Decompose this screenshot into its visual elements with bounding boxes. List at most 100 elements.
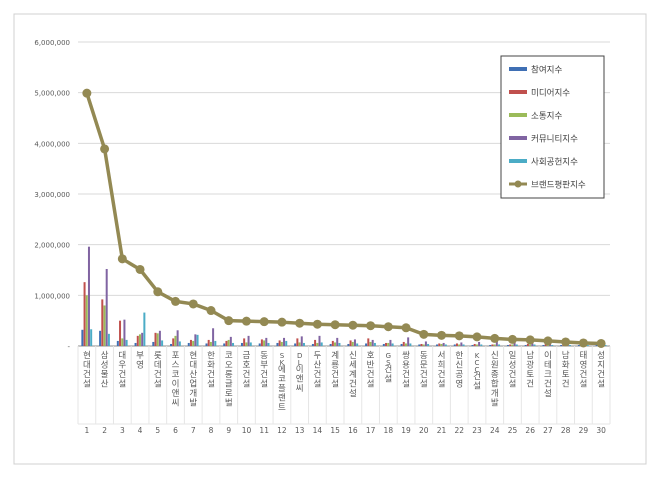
svg-text:건: 건 — [243, 369, 251, 380]
brand-index-point — [259, 317, 269, 327]
brand-index-point — [348, 320, 358, 330]
bar-4 — [283, 337, 286, 346]
bar-2 — [491, 344, 494, 346]
svg-text:D: D — [297, 352, 302, 360]
y-tick-label: 5,000,000 — [34, 90, 70, 98]
bar-5 — [444, 344, 447, 346]
bar-2 — [278, 340, 281, 346]
legend-swatch-marker — [514, 180, 522, 188]
brand-index-point — [578, 338, 588, 348]
svg-text:한: 한 — [207, 351, 215, 361]
bar-3 — [458, 344, 461, 346]
bar-5 — [480, 344, 483, 346]
svg-text:남: 남 — [526, 351, 534, 361]
svg-text:물: 물 — [101, 370, 109, 380]
bar-4 — [336, 337, 339, 346]
bar-5 — [161, 340, 164, 346]
y-tick-label: - — [67, 343, 70, 351]
svg-text:용: 용 — [402, 361, 410, 371]
bar-3 — [121, 338, 124, 346]
bar-3 — [209, 341, 212, 346]
bar-2 — [83, 282, 86, 346]
bar-1 — [205, 343, 208, 346]
bar-1 — [347, 343, 350, 346]
bar-4 — [442, 342, 445, 346]
svg-text:이: 이 — [544, 350, 552, 361]
svg-text:설: 설 — [597, 379, 605, 390]
bar-2 — [544, 344, 547, 346]
bar-4 — [247, 335, 250, 346]
x-rank-label: 26 — [525, 426, 535, 435]
svg-text:이: 이 — [296, 364, 304, 375]
x-rank-label: 8 — [209, 426, 214, 435]
x-rank-label: 3 — [120, 426, 125, 435]
bar-2 — [172, 338, 175, 346]
svg-text:발: 발 — [491, 398, 499, 409]
bar-5 — [107, 333, 110, 346]
svg-text:설: 설 — [473, 381, 481, 392]
bar-1 — [81, 329, 84, 346]
bar-5 — [196, 334, 199, 346]
svg-text:씨: 씨 — [296, 384, 304, 394]
bar-3 — [422, 344, 425, 346]
brand-index-point — [277, 317, 287, 327]
y-axis: 6,000,000 5,000,000 4,000,000 3,000,000 2,00… — [34, 39, 70, 351]
svg-text:건: 건 — [402, 369, 410, 380]
bar-3 — [529, 344, 532, 346]
brand-index-point — [401, 323, 411, 333]
svg-text:롱: 롱 — [225, 370, 233, 380]
svg-text:설: 설 — [207, 379, 215, 390]
bar-5 — [533, 344, 536, 346]
bar-4 — [495, 340, 498, 346]
x-rank-label: 24 — [490, 426, 500, 435]
x-rank-label: 7 — [191, 426, 196, 435]
svg-text:영: 영 — [579, 360, 587, 371]
bar-1 — [365, 343, 368, 346]
bar-4 — [300, 336, 303, 346]
legend-swatch — [509, 90, 527, 94]
bar-2 — [331, 340, 334, 346]
bar-5 — [373, 342, 376, 346]
x-rank-label: 20 — [419, 426, 429, 435]
bar-1 — [134, 342, 137, 346]
svg-text:쌍: 쌍 — [402, 350, 410, 361]
svg-text:원: 원 — [491, 361, 499, 371]
bar-5 — [515, 344, 518, 346]
svg-text:화: 화 — [207, 361, 215, 371]
bar-2 — [260, 339, 263, 346]
bar-3 — [316, 342, 319, 346]
svg-text:부: 부 — [260, 361, 268, 371]
brand-index-point — [383, 322, 393, 332]
bar-4 — [424, 341, 427, 346]
svg-text:화: 화 — [562, 361, 570, 371]
bar-4 — [176, 330, 179, 346]
svg-text:건: 건 — [562, 379, 570, 390]
brand-index-point — [117, 254, 127, 264]
bar-4 — [460, 342, 463, 346]
bar-1 — [577, 344, 580, 346]
brand-index-point — [188, 299, 198, 309]
legend-label: 참여지수 — [531, 65, 562, 76]
svg-text:태: 태 — [579, 351, 587, 361]
bar-2 — [402, 341, 405, 346]
bar-5 — [320, 342, 323, 346]
svg-text:설: 설 — [544, 388, 552, 399]
svg-text:서: 서 — [438, 351, 446, 361]
svg-text:포: 포 — [172, 351, 180, 361]
bar-1 — [595, 344, 598, 346]
brand-index-point — [171, 296, 181, 306]
bar-4 — [513, 342, 516, 346]
brand-index-point — [596, 338, 606, 348]
svg-text:설: 설 — [83, 379, 91, 390]
svg-text:신: 신 — [349, 351, 357, 361]
brand-index-point — [153, 287, 163, 297]
bar-5 — [143, 312, 146, 346]
svg-text:토: 토 — [562, 370, 570, 380]
svg-text:설: 설 — [402, 379, 410, 390]
bar-1 — [276, 342, 279, 346]
svg-text:성: 성 — [101, 361, 109, 371]
